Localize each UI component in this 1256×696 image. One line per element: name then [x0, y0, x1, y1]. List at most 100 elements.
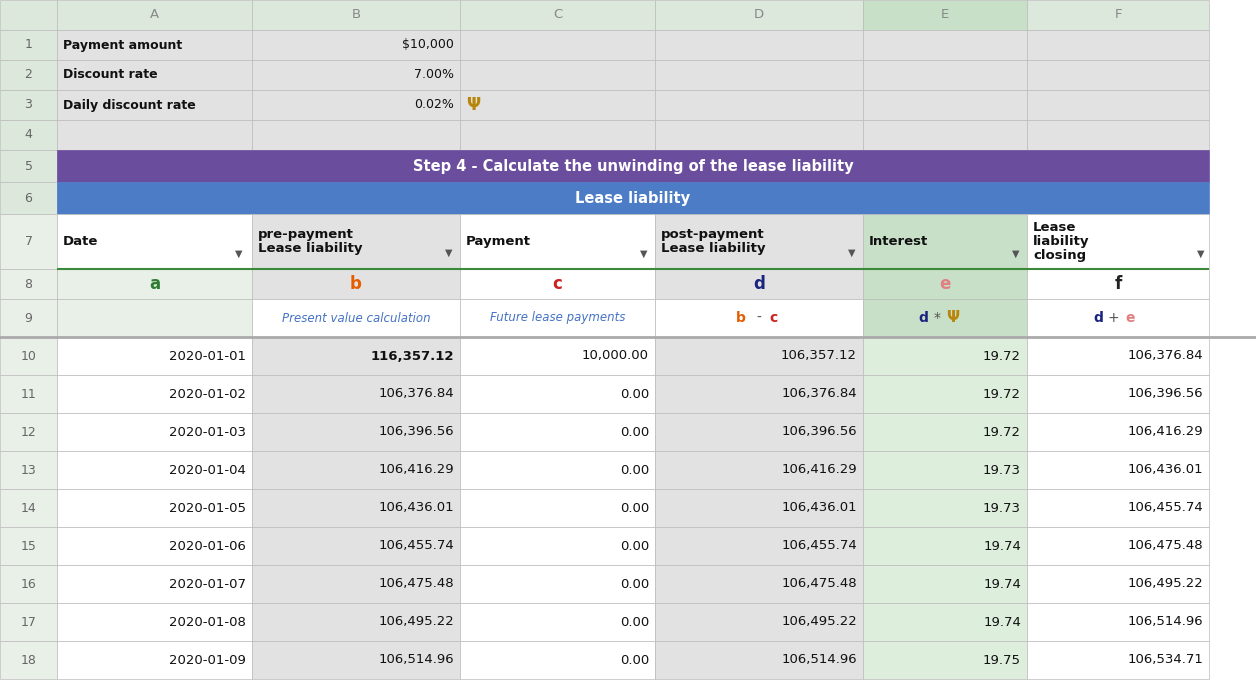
Bar: [654, 0, 863, 30]
Text: Lease liability: Lease liability: [575, 191, 691, 205]
Bar: [654, 603, 863, 641]
Text: 0.00: 0.00: [619, 425, 649, 438]
Text: 2020-01-03: 2020-01-03: [170, 425, 246, 438]
Bar: [0, 489, 57, 527]
Text: a: a: [149, 275, 160, 293]
Bar: [0, 375, 57, 413]
Bar: [460, 269, 654, 299]
Text: ▼: ▼: [639, 248, 647, 259]
Bar: [0, 60, 57, 90]
Bar: [460, 413, 654, 451]
Bar: [252, 60, 460, 90]
Text: 11: 11: [20, 388, 36, 400]
Text: Ψ: Ψ: [947, 310, 960, 326]
Text: Future lease payments: Future lease payments: [490, 312, 625, 324]
Text: $10,000: $10,000: [402, 38, 453, 52]
Bar: [654, 299, 863, 337]
Text: 106,514.96: 106,514.96: [781, 654, 857, 667]
Text: closing: closing: [1032, 248, 1086, 262]
Text: 19.73: 19.73: [983, 464, 1021, 477]
Text: Lease: Lease: [1032, 221, 1076, 235]
Bar: [0, 0, 57, 30]
Bar: [1027, 60, 1210, 90]
Text: C: C: [553, 8, 563, 22]
Text: *: *: [933, 311, 941, 325]
Text: 2020-01-08: 2020-01-08: [170, 615, 246, 628]
Bar: [460, 641, 654, 679]
Text: 106,534.71: 106,534.71: [1127, 654, 1203, 667]
Bar: [863, 375, 1027, 413]
Bar: [252, 489, 460, 527]
Text: Interest: Interest: [869, 235, 928, 248]
Text: 19.72: 19.72: [983, 425, 1021, 438]
Text: b: b: [736, 311, 746, 325]
Bar: [0, 603, 57, 641]
Bar: [654, 269, 863, 299]
Text: 19.72: 19.72: [983, 349, 1021, 363]
Text: 0.00: 0.00: [619, 578, 649, 590]
Bar: [863, 603, 1027, 641]
Bar: [863, 299, 1027, 337]
Text: ▼: ▼: [235, 248, 242, 259]
Bar: [252, 413, 460, 451]
Bar: [1027, 0, 1210, 30]
Text: 17: 17: [20, 615, 36, 628]
Text: 116,357.12: 116,357.12: [371, 349, 453, 363]
Text: 19.73: 19.73: [983, 502, 1021, 514]
Text: 106,514.96: 106,514.96: [1128, 615, 1203, 628]
Text: 106,376.84: 106,376.84: [781, 388, 857, 400]
Bar: [57, 603, 252, 641]
Text: 2020-01-09: 2020-01-09: [170, 654, 246, 667]
Text: 0.00: 0.00: [619, 464, 649, 477]
Text: 0.00: 0.00: [619, 539, 649, 553]
Bar: [1027, 299, 1210, 337]
Bar: [252, 214, 460, 269]
Bar: [252, 641, 460, 679]
Text: 106,436.01: 106,436.01: [781, 502, 857, 514]
Text: 14: 14: [20, 502, 36, 514]
Text: 13: 13: [20, 464, 36, 477]
Bar: [460, 603, 654, 641]
Text: 10,000.00: 10,000.00: [582, 349, 649, 363]
Bar: [0, 150, 57, 182]
Bar: [57, 489, 252, 527]
Bar: [0, 30, 57, 60]
Text: c: c: [770, 311, 779, 325]
Text: d: d: [918, 311, 928, 325]
Text: 9: 9: [25, 312, 33, 324]
Text: 5: 5: [25, 159, 33, 173]
Bar: [863, 413, 1027, 451]
Text: 12: 12: [20, 425, 36, 438]
Text: 19.75: 19.75: [983, 654, 1021, 667]
Text: 106,495.22: 106,495.22: [781, 615, 857, 628]
Text: D: D: [754, 8, 764, 22]
Text: 106,495.22: 106,495.22: [378, 615, 453, 628]
Bar: [1027, 120, 1210, 150]
Bar: [863, 30, 1027, 60]
Text: 18: 18: [20, 654, 36, 667]
Bar: [863, 565, 1027, 603]
Bar: [57, 90, 252, 120]
Bar: [460, 30, 654, 60]
Bar: [0, 120, 57, 150]
Bar: [654, 489, 863, 527]
Bar: [57, 150, 1210, 182]
Bar: [460, 0, 654, 30]
Bar: [1027, 565, 1210, 603]
Bar: [1027, 603, 1210, 641]
Bar: [654, 451, 863, 489]
Text: Date: Date: [63, 235, 98, 248]
Text: 3: 3: [25, 99, 33, 111]
Text: ▼: ▼: [1197, 248, 1205, 259]
Text: B: B: [352, 8, 360, 22]
Text: 2020-01-07: 2020-01-07: [170, 578, 246, 590]
Bar: [460, 60, 654, 90]
Bar: [57, 641, 252, 679]
Bar: [252, 0, 460, 30]
Bar: [863, 527, 1027, 565]
Bar: [57, 0, 252, 30]
Bar: [252, 527, 460, 565]
Text: post-payment: post-payment: [661, 228, 765, 242]
Bar: [57, 375, 252, 413]
Bar: [0, 90, 57, 120]
